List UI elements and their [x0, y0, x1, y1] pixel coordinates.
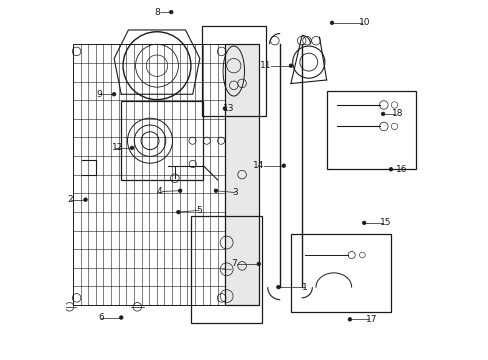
Bar	[201, 26, 265, 116]
Circle shape	[329, 21, 333, 24]
Circle shape	[169, 10, 173, 14]
Circle shape	[388, 167, 392, 171]
Circle shape	[381, 112, 384, 116]
Text: 17: 17	[365, 315, 377, 324]
Circle shape	[257, 262, 260, 266]
Text: 2: 2	[67, 195, 73, 204]
Text: 5: 5	[196, 206, 202, 215]
Text: 6: 6	[98, 313, 103, 322]
Text: 12: 12	[112, 143, 123, 152]
Circle shape	[282, 164, 285, 167]
Circle shape	[223, 107, 226, 111]
Text: 7: 7	[231, 260, 237, 269]
Bar	[225, 44, 258, 305]
Bar	[326, 91, 415, 169]
Bar	[121, 102, 203, 180]
Circle shape	[176, 210, 180, 214]
Text: 9: 9	[96, 90, 102, 99]
Text: 4: 4	[156, 187, 162, 196]
Text: 18: 18	[391, 109, 402, 118]
Circle shape	[362, 221, 365, 225]
Circle shape	[83, 198, 87, 202]
Bar	[73, 44, 258, 305]
Bar	[290, 234, 390, 312]
Text: 3: 3	[231, 188, 237, 197]
Text: 16: 16	[395, 165, 407, 174]
Text: 10: 10	[358, 18, 369, 27]
Text: 15: 15	[380, 219, 391, 228]
Circle shape	[178, 189, 182, 193]
Circle shape	[119, 316, 123, 319]
Circle shape	[276, 285, 280, 289]
Bar	[190, 216, 262, 323]
Circle shape	[288, 64, 292, 67]
Circle shape	[130, 146, 134, 150]
Text: 11: 11	[259, 61, 271, 70]
Text: 8: 8	[155, 8, 160, 17]
Text: 13: 13	[223, 104, 234, 113]
Circle shape	[347, 318, 351, 321]
Circle shape	[214, 189, 217, 193]
Text: 1: 1	[301, 283, 307, 292]
Circle shape	[112, 93, 116, 96]
Text: 14: 14	[252, 161, 264, 170]
